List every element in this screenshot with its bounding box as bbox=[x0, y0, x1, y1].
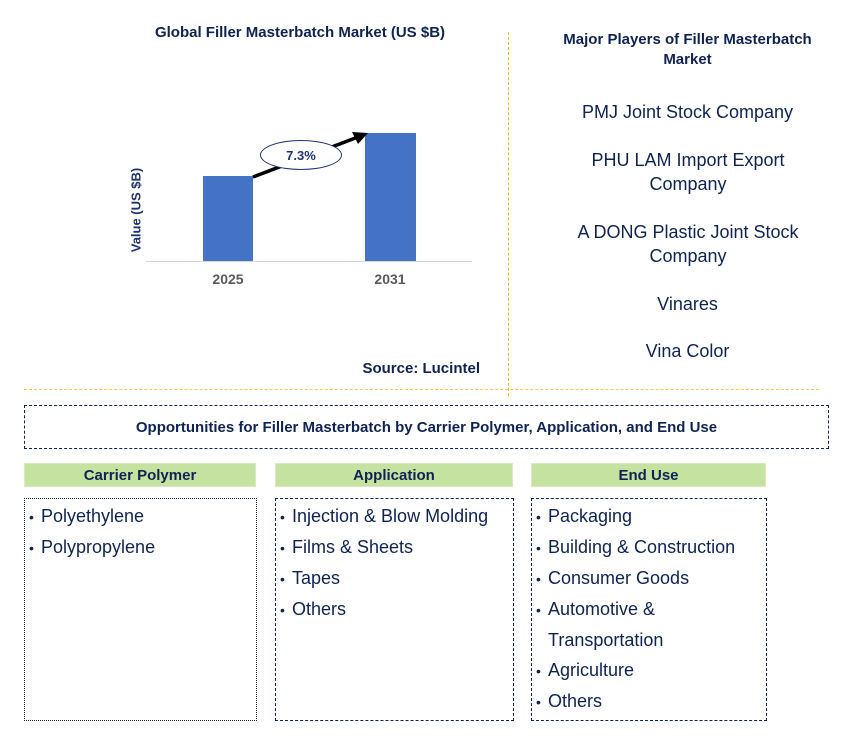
player-item: A DONG Plastic Joint Stock Company bbox=[577, 222, 799, 266]
y-axis-label: Value (US $B) bbox=[126, 135, 146, 285]
list-item: Consumer Goods bbox=[536, 563, 766, 594]
header-end-use: End Use bbox=[531, 463, 766, 487]
list-item: Polyethylene bbox=[29, 501, 256, 532]
source-label: Source: Lucintel bbox=[362, 360, 480, 377]
list-item: Automotive & Transportation bbox=[536, 594, 688, 655]
list-item: Building & Construction bbox=[536, 532, 766, 563]
list-item: Films & Sheets bbox=[280, 532, 513, 563]
y-axis-label-text: Value (US $B) bbox=[128, 167, 144, 253]
player-item: Vinares bbox=[657, 294, 718, 314]
chart-title: Global Filler Masterbatch Market (US $B) bbox=[154, 24, 446, 41]
opportunities-title-text: Opportunities for Filler Masterbatch by … bbox=[135, 418, 718, 436]
carrier-polymer-list: Polyethylene Polypropylene bbox=[24, 498, 257, 721]
list-item: Others bbox=[280, 594, 513, 625]
bar-2031 bbox=[365, 133, 416, 261]
header-carrier-polymer: Carrier Polymer bbox=[24, 463, 256, 487]
player-item: PMJ Joint Stock Company bbox=[581, 102, 794, 122]
x-axis-line bbox=[146, 261, 472, 262]
list-item: Packaging bbox=[536, 501, 766, 532]
list-item: Injection & Blow Molding bbox=[280, 501, 513, 532]
list-item: Tapes bbox=[280, 563, 513, 594]
x-tick-2025: 2025 bbox=[212, 271, 244, 287]
player-item: Vina Color bbox=[645, 341, 730, 361]
x-tick-2031: 2031 bbox=[374, 271, 406, 287]
application-list: Injection & Blow Molding Films & Sheets … bbox=[275, 498, 514, 721]
list-item: Others bbox=[536, 686, 766, 717]
bar-2025 bbox=[203, 176, 253, 261]
horizontal-divider bbox=[24, 389, 819, 390]
vertical-divider bbox=[508, 32, 509, 396]
header-application: Application bbox=[275, 463, 513, 487]
list-item: Polypropylene bbox=[29, 532, 256, 563]
players-title: Major Players of Filler Masterbatch Mark… bbox=[563, 31, 812, 68]
end-use-list: Packaging Building & Construction Consum… bbox=[531, 498, 767, 721]
player-item: PHU LAM Import Export Company bbox=[591, 150, 785, 194]
list-item: Agriculture bbox=[536, 655, 766, 686]
cagr-badge: 7.3% bbox=[260, 140, 342, 170]
opportunities-title: Opportunities for Filler Masterbatch by … bbox=[24, 405, 829, 449]
